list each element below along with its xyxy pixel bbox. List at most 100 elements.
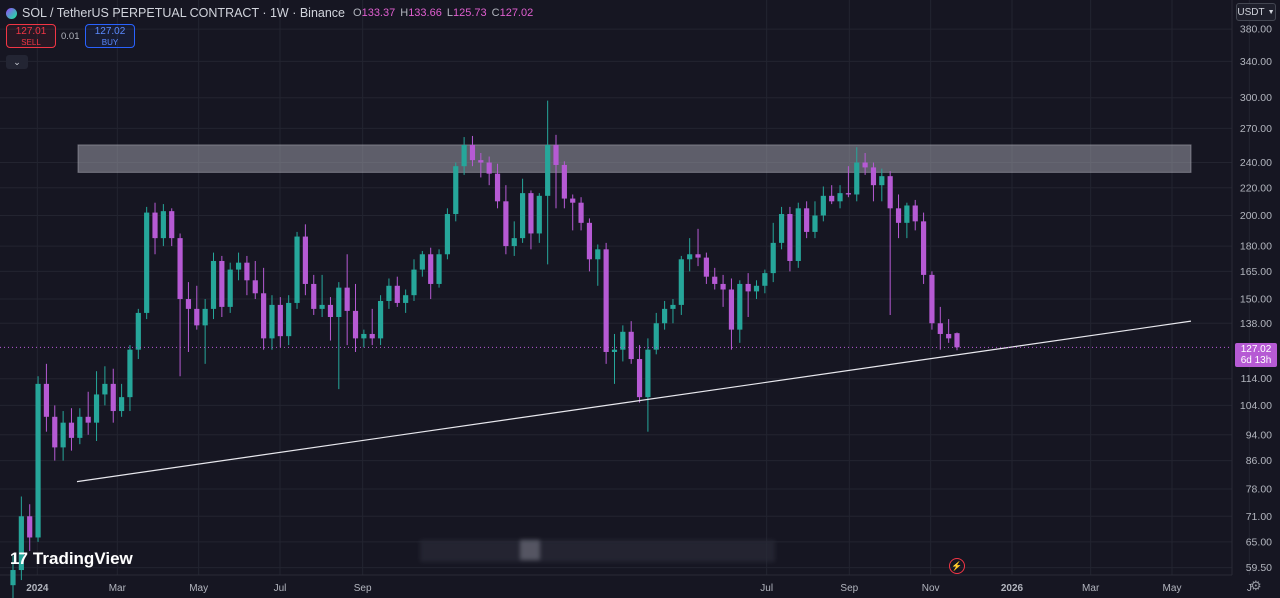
candle [578, 197, 584, 231]
candle [570, 194, 576, 231]
candle [645, 338, 651, 432]
candle [327, 297, 334, 341]
candle [294, 231, 300, 309]
candle [895, 194, 902, 239]
x-tick-label: 2024 [26, 583, 49, 594]
candle-body [561, 164, 567, 199]
candle-body [678, 259, 684, 305]
lightning-icon[interactable]: ⚡ [949, 558, 965, 574]
candle [352, 283, 359, 352]
symbol-title[interactable]: SOL / TetherUS PERPETUAL CONTRACT · 1W ·… [22, 6, 346, 20]
candle [854, 147, 860, 202]
candle [152, 202, 158, 255]
y-tick-label: 138.00 [1240, 318, 1272, 330]
candle [770, 222, 776, 283]
candle-body [18, 516, 24, 571]
candle [311, 274, 317, 315]
high-label: H [400, 7, 409, 19]
candle-body [520, 193, 526, 239]
candle [18, 496, 24, 581]
candle-body [152, 212, 158, 239]
x-tick-label: May [189, 583, 208, 594]
candle-body [419, 254, 425, 270]
buy-button[interactable]: 127.02 BUY [85, 24, 135, 48]
candle [102, 366, 108, 406]
candle-body [636, 359, 643, 398]
low-label: L [446, 7, 453, 19]
candle-body [202, 308, 208, 326]
candle-body [119, 397, 125, 412]
candle [277, 297, 283, 348]
candle-body [185, 299, 192, 309]
low-value: 125.73 [452, 7, 487, 19]
candle [595, 244, 601, 286]
candle-body [110, 383, 116, 412]
candle-body [770, 242, 776, 274]
blurred-area [520, 540, 540, 560]
candle-body [85, 416, 91, 423]
candle [678, 255, 684, 315]
time-axis[interactable]: 2024 Mar May Jul Sep Jul Sep Nov 2026 Mar May J [26, 583, 1252, 594]
symbol-header: SOL / TetherUS PERPETUAL CONTRACT · 1W ·… [6, 4, 533, 22]
candle-body [804, 208, 810, 232]
x-tick-label: J [1247, 583, 1252, 594]
candle-body [361, 333, 367, 339]
y-tick-label: 114.00 [1241, 373, 1272, 385]
candle-body [603, 249, 609, 352]
candle [712, 267, 718, 290]
candle [845, 166, 851, 198]
candle-body [336, 287, 342, 318]
candle [43, 363, 50, 432]
y-tick-label: 220.00 [1240, 182, 1272, 194]
last-price-value: 127.02 [1240, 344, 1272, 355]
collapse-button[interactable]: ⌄ [6, 55, 28, 69]
candle [428, 247, 434, 300]
candle [753, 280, 760, 300]
candle [829, 185, 835, 205]
tradingview-logo-mark: 17 [10, 549, 28, 568]
y-tick-label: 300.00 [1240, 92, 1272, 104]
candle [403, 289, 409, 313]
candle [795, 202, 801, 268]
candle [235, 252, 242, 281]
candle-body [160, 211, 166, 239]
candle [436, 249, 442, 288]
candle [486, 156, 492, 186]
candle-body [277, 304, 283, 337]
resistance-zone[interactable] [77, 144, 1192, 173]
candle-body [946, 333, 952, 339]
y-tick-label: 86.00 [1246, 455, 1272, 467]
trendline[interactable] [76, 320, 1192, 483]
candle-body [653, 323, 659, 350]
y-tick-label: 59.50 [1246, 562, 1272, 574]
candle [110, 368, 116, 423]
candle [369, 308, 375, 346]
bar-countdown: 6d 13h [1240, 355, 1272, 366]
x-tick-label: Nov [922, 583, 940, 594]
candle [202, 299, 208, 364]
candle [127, 345, 133, 412]
candle-body [645, 349, 651, 398]
currency-selector[interactable]: USDT ▼ [1236, 3, 1276, 21]
candle [344, 254, 350, 346]
candle-body [737, 283, 743, 330]
candle-body [712, 276, 718, 284]
candle [85, 391, 91, 435]
candle-body [778, 214, 785, 243]
price-axis[interactable]: 59.50 65.00 71.00 78.00 86.00 94.00 104.00 114.… [1240, 24, 1272, 575]
candle [695, 228, 701, 267]
solana-icon [6, 7, 17, 19]
candle [261, 267, 267, 350]
candle [361, 329, 367, 348]
candle [520, 178, 526, 243]
candle-body [35, 383, 41, 538]
sell-button[interactable]: 127.01 SELL [6, 24, 56, 48]
y-tick-label: 78.00 [1246, 483, 1272, 495]
candle-body [444, 214, 450, 255]
gear-icon[interactable]: ⚙ [1250, 578, 1262, 593]
open-value: 133.37 [361, 7, 396, 19]
candle-body [219, 260, 225, 307]
y-tick-label: 340.00 [1240, 56, 1272, 68]
open-label: O [353, 7, 362, 19]
